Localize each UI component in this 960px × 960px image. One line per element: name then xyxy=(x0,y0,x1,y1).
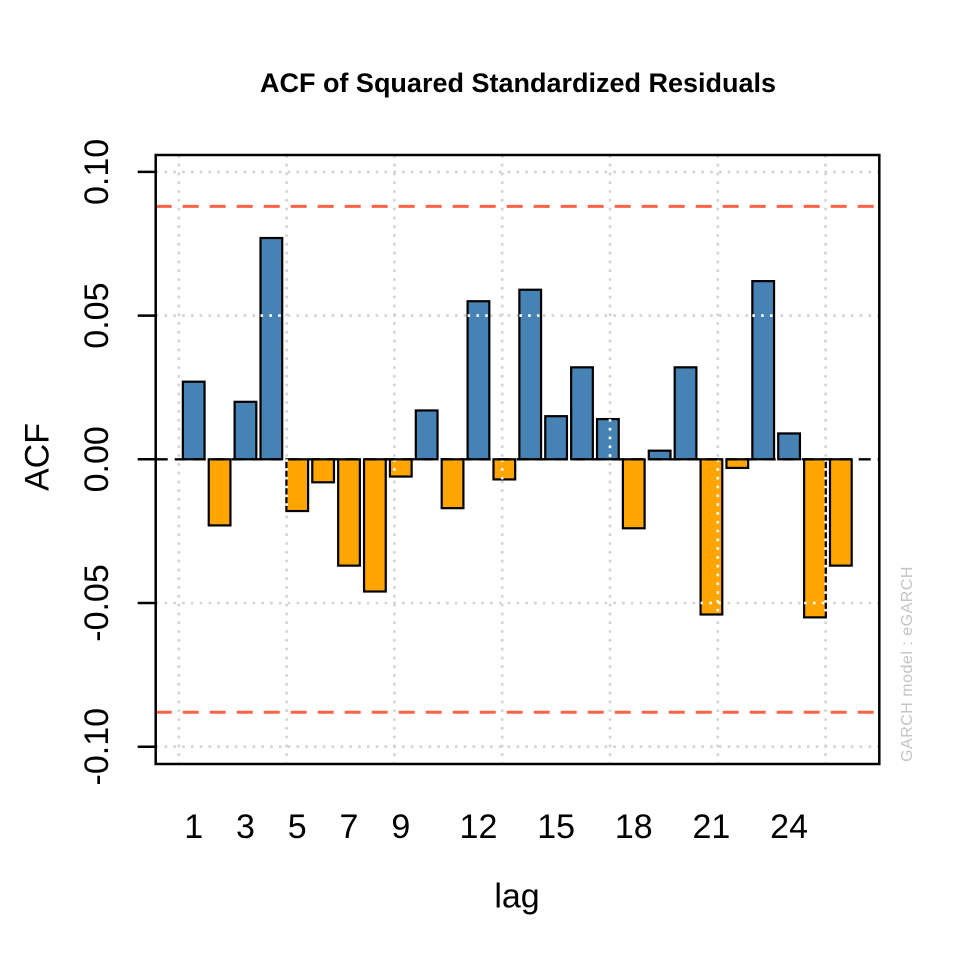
x-tick-label: 3 xyxy=(236,808,255,846)
y-tick-label: 0.00 xyxy=(78,426,116,492)
y-axis-title: ACF xyxy=(18,423,57,491)
bar-lag-10 xyxy=(414,409,439,461)
y-tick-label: -0.05 xyxy=(78,564,116,642)
bar-lag-25 xyxy=(803,458,827,619)
bar-lag-1 xyxy=(181,380,206,461)
bar-lag-16 xyxy=(570,366,594,461)
bar-lag-24 xyxy=(777,432,802,461)
bar-lag-17 xyxy=(595,417,620,461)
y-tick-label: 0.05 xyxy=(78,283,116,349)
x-tick-label: 18 xyxy=(615,808,653,846)
chart-title: ACF of Squared Standardized Residuals xyxy=(259,68,777,98)
x-axis-title: lag xyxy=(494,877,540,916)
x-tick-label: 1 xyxy=(184,808,203,846)
bar-lag-3 xyxy=(233,400,258,461)
bar-lag-21 xyxy=(699,458,724,616)
x-tick-label: 15 xyxy=(537,808,575,846)
bar-lag-8 xyxy=(362,458,387,593)
x-tick-label: 9 xyxy=(391,808,410,846)
bar-lag-19 xyxy=(647,449,672,461)
bar-lag-4 xyxy=(259,236,284,461)
bar-lag-9 xyxy=(388,458,413,478)
bar-lag-26 xyxy=(828,458,853,567)
bar-lag-12 xyxy=(466,300,491,461)
y-tick-label: 0.10 xyxy=(78,139,116,205)
watermark-text: GARCH model : eGARCH xyxy=(899,566,916,762)
bar-lag-14 xyxy=(518,288,543,461)
y-tick-label: -0.10 xyxy=(78,708,116,786)
bar-lag-20 xyxy=(673,366,698,461)
bar-lag-11 xyxy=(440,458,465,510)
bar-lag-15 xyxy=(544,415,569,461)
x-tick-label: 12 xyxy=(460,808,498,846)
bar-lag-22 xyxy=(725,458,750,470)
bar-lag-5 xyxy=(285,458,310,513)
bar-lag-2 xyxy=(207,458,232,527)
bar-lag-18 xyxy=(621,458,646,530)
x-tick-label: 7 xyxy=(340,808,359,846)
bar-lag-7 xyxy=(337,458,361,567)
bar-lag-23 xyxy=(751,280,776,461)
x-tick-label: 24 xyxy=(770,808,808,846)
bar-lag-13 xyxy=(492,458,517,481)
plot-border xyxy=(154,153,881,766)
bar-lag-6 xyxy=(311,458,336,484)
x-tick-label: 21 xyxy=(693,808,731,846)
x-tick-label: 5 xyxy=(288,808,307,846)
